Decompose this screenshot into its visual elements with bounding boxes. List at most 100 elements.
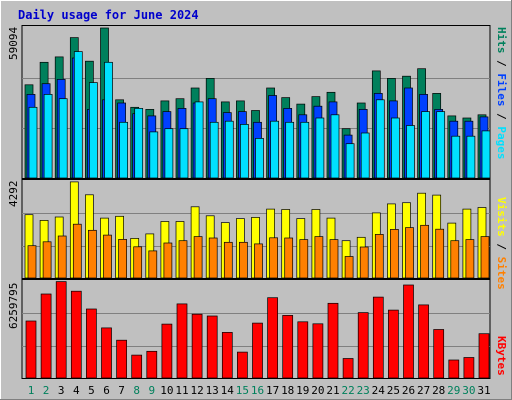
sites-bar-day-15 — [239, 241, 248, 279]
pages-bar-day-15 — [240, 124, 249, 179]
day-label-10: 10 — [160, 384, 173, 397]
sites-bar-day-16 — [254, 243, 263, 279]
pages-bar-day-14 — [224, 120, 234, 179]
sites-bar-day-13 — [208, 237, 218, 279]
pages-bar-day-6 — [104, 61, 113, 179]
day-label-11: 11 — [175, 384, 188, 397]
sites-bar-day-19 — [299, 239, 309, 279]
day-label-22: 22 — [341, 384, 354, 397]
kbytes-bar-day-8 — [131, 354, 143, 379]
day-label-1: 1 — [28, 384, 35, 397]
day-label-18: 18 — [281, 384, 294, 397]
pages-bar-day-20 — [315, 117, 325, 179]
day-label-25: 25 — [387, 384, 400, 397]
sites-bar-day-25 — [390, 229, 399, 279]
sites-bar-day-7 — [118, 239, 127, 279]
sites-bar-day-17 — [269, 237, 278, 279]
svg-text:Visits / Sites: Visits / Sites — [495, 197, 508, 290]
kbytes-bar-day-5 — [86, 308, 97, 379]
kbytes-bar-day-12 — [191, 313, 203, 379]
pages-bar-day-11 — [179, 128, 189, 179]
pages-bar-day-13 — [209, 121, 219, 179]
legend-visits: Visits — [495, 197, 508, 237]
day-label-17: 17 — [266, 384, 279, 397]
day-label-15: 15 — [236, 384, 249, 397]
sites-bar-day-5 — [88, 229, 97, 279]
sites-bar-day-28 — [435, 228, 445, 279]
day-label-16: 16 — [251, 384, 264, 397]
day-label-24: 24 — [372, 384, 386, 397]
sites-bar-day-18 — [284, 237, 294, 279]
hits-legend: Hits / Files / Pages — [495, 27, 508, 160]
hits-files-pages-bars — [22, 27, 491, 179]
sites-bar-day-4 — [72, 223, 82, 279]
kbytes-bar-day-19 — [297, 321, 309, 379]
pages-bar-day-28 — [436, 111, 446, 179]
kbytes-bar-day-20 — [312, 323, 324, 379]
svg-text:Hits / Files / Pages: Hits / Files / Pages — [495, 27, 508, 160]
day-label-13: 13 — [206, 384, 219, 397]
sites-bar-day-8 — [133, 246, 143, 279]
kbytes-bar-day-31 — [478, 333, 490, 379]
pages-bar-day-30 — [466, 135, 476, 179]
sites-bar-day-6 — [103, 234, 112, 279]
sites-bar-day-10 — [163, 242, 173, 279]
sites-bar-day-14 — [223, 241, 233, 279]
day-label-28: 28 — [432, 384, 445, 397]
kbytes-bar-day-4 — [70, 290, 82, 379]
day-label-21: 21 — [326, 384, 339, 397]
day-label-8: 8 — [133, 384, 140, 397]
day-labels: 1 2 3 4 5 6 7 8 9 10 11 12 13 14 15 16 17 18 19 20 21 22 23 24 2… — [28, 384, 491, 397]
day-label-29: 29 — [447, 384, 460, 397]
day-label-7: 7 — [118, 384, 125, 397]
kbytes-bar-day-17 — [267, 297, 278, 379]
visits-legend: Visits / Sites — [495, 197, 508, 290]
pages-bar-day-25 — [391, 117, 400, 179]
day-label-30: 30 — [462, 384, 475, 397]
pages-bar-day-5 — [89, 82, 98, 179]
pages-bar-day-18 — [285, 121, 295, 179]
kbytes-bar-day-26 — [403, 284, 414, 379]
day-label-2: 2 — [43, 384, 50, 397]
kbytes-bar-day-27 — [418, 304, 429, 379]
day-label-3: 3 — [58, 384, 65, 397]
sites-bar-day-9 — [148, 250, 158, 279]
sites-bar-day-24 — [374, 234, 384, 279]
legend-sites: Sites — [495, 257, 508, 290]
kbytes-bar-day-24 — [372, 296, 384, 379]
hits-panel: 59094 Hits / Files / Pages — [7, 25, 508, 179]
sites-bar-day-2 — [42, 241, 52, 279]
kbytes-bar-day-30 — [463, 357, 475, 379]
kbytes-bar-day-16 — [252, 322, 263, 379]
kbytes-bar-day-3 — [55, 281, 67, 379]
kbytes-bar-day-13 — [206, 315, 218, 379]
day-label-9: 9 — [148, 384, 155, 397]
pages-bar-day-2 — [43, 94, 53, 179]
hits-max-label: 59094 — [7, 27, 20, 60]
sites-bar-day-3 — [57, 235, 67, 279]
kbytes-bar-day-15 — [237, 351, 248, 379]
pages-bar-day-22 — [345, 143, 355, 179]
legend-kbytes: KBytes — [495, 336, 508, 376]
kbytes-panel: 6259795 KBytes — [7, 279, 508, 379]
visits-sites-bars — [22, 181, 490, 279]
kbytes-bar-day-9 — [146, 350, 158, 379]
pages-bar-day-12 — [194, 101, 204, 179]
pages-bar-day-7 — [119, 121, 128, 179]
kbytes-bar-day-25 — [388, 309, 399, 379]
kbytes-legend: KBytes — [495, 336, 508, 376]
day-label-20: 20 — [311, 384, 324, 397]
day-label-6: 6 — [103, 384, 110, 397]
sites-bar-day-27 — [420, 224, 429, 279]
pages-bar-day-8 — [134, 108, 144, 179]
pages-bar-day-19 — [300, 121, 310, 179]
pages-bar-day-9 — [149, 131, 159, 179]
kbytes-bar-day-18 — [282, 315, 294, 379]
pages-bar-day-1 — [28, 106, 38, 179]
kbytes-bar-day-7 — [116, 339, 127, 379]
sites-bar-day-11 — [178, 240, 188, 279]
kbytes-bar-day-29 — [448, 359, 460, 379]
day-label-31: 31 — [477, 384, 490, 397]
pages-bar-day-3 — [58, 98, 68, 179]
